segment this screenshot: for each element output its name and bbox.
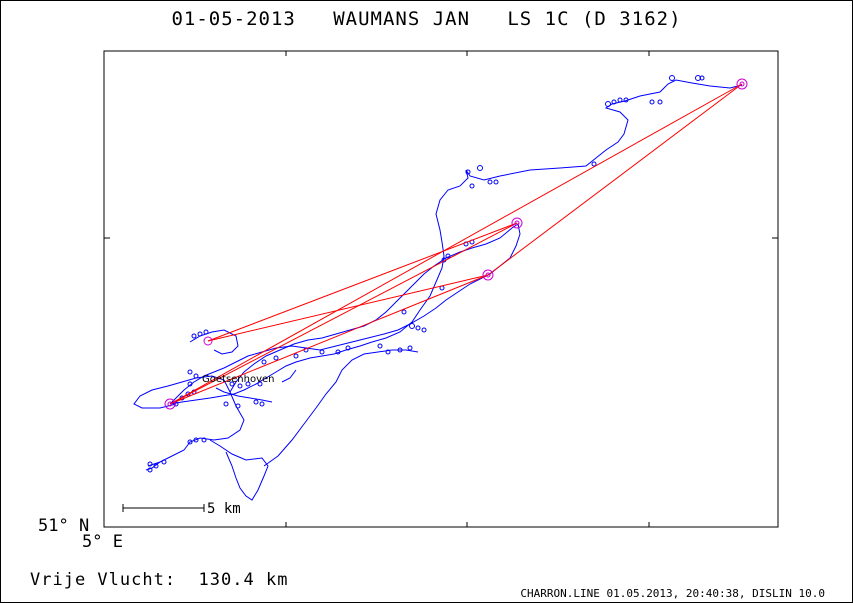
turnpoint-marker	[203, 336, 213, 346]
scale-bar-label: 5 km	[207, 501, 241, 517]
flight-distance-value: 130.4 km	[198, 570, 289, 590]
title-owner: WAUMANS JAN	[333, 8, 471, 30]
airfield-label: Goetsenhoven	[202, 374, 275, 385]
track-loops	[147, 75, 705, 473]
scale-bar	[122, 504, 205, 512]
turnpoint-markers	[164, 78, 748, 410]
footer-credit: CHARRON.LINE 01.05.2013, 20:40:38, DISLI…	[520, 587, 825, 600]
title-date: 01-05-2013	[171, 8, 296, 30]
axis-ticks	[104, 51, 778, 527]
turnpoint-marker	[511, 217, 523, 229]
map-frame	[103, 50, 779, 528]
turnpoint-marker	[736, 78, 748, 90]
flight-distance: Vrije Vlucht: 130.4 km	[30, 570, 288, 590]
gps-track	[133, 79, 743, 501]
latitude-label: 51° N	[38, 516, 90, 536]
longitude-label: 5° E	[82, 532, 123, 552]
flight-title: 01-05-2013 WAUMANS JAN LS 1C (D 3162)	[0, 8, 853, 30]
turnpoint-marker	[164, 398, 176, 410]
flight-distance-label: Vrije Vlucht:	[30, 570, 177, 590]
title-loft: LS 1C (D 3162)	[507, 8, 682, 30]
flight-legs	[169, 83, 743, 405]
turnpoint-marker	[482, 269, 494, 281]
